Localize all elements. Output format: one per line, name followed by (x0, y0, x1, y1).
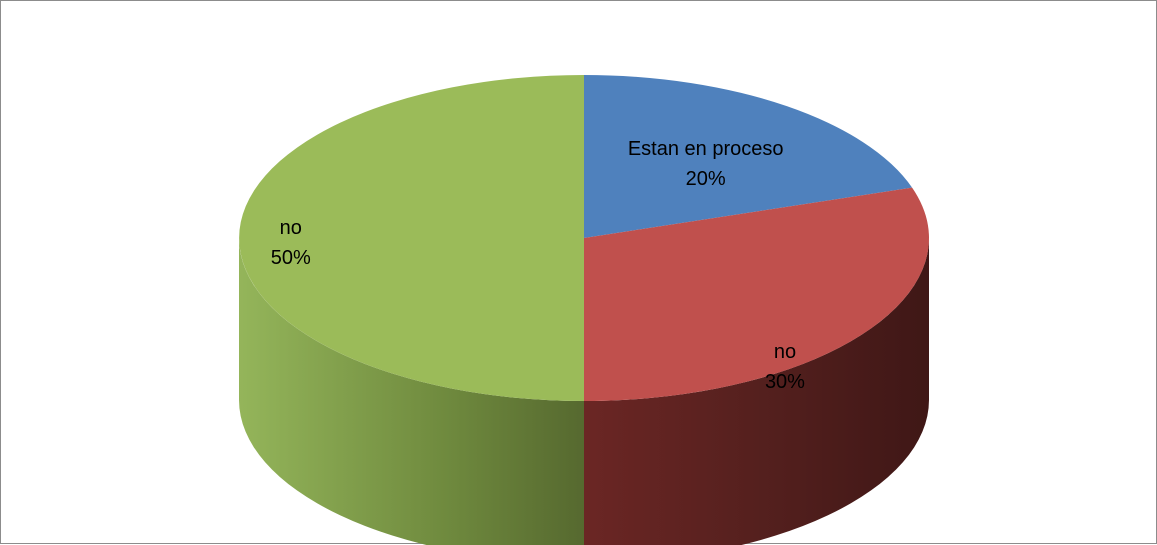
data-label-percent-3: 50% (271, 247, 311, 269)
pie-top-layer (239, 75, 929, 401)
pie-slice-1 (584, 75, 913, 238)
data-label-percent-1: 20% (686, 168, 726, 190)
pie-label-layer: Estan en proceso 20% no 30% no 50% (271, 138, 805, 393)
data-label-name-3: no (280, 217, 302, 239)
pie-slice-2 (584, 187, 929, 401)
pie-slice-side-3 (239, 238, 584, 545)
pie-side-layer (239, 238, 929, 545)
data-label-name-1: Estan en proceso (628, 138, 784, 160)
data-label-percent-2: 30% (765, 371, 805, 393)
data-label-name-2: no (774, 341, 796, 363)
pie-slice-3 (239, 75, 584, 401)
pie-slice-side-2 (584, 238, 929, 545)
